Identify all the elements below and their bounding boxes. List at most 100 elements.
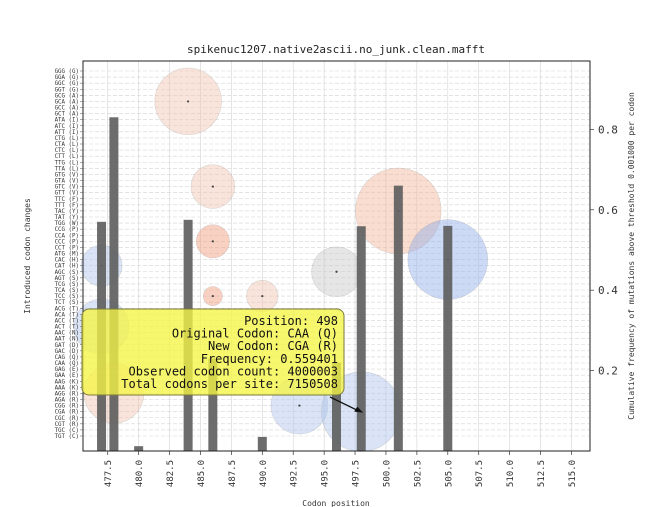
codon-tick-label: CAT (H) [55,264,79,270]
tooltip-arrow [329,396,361,413]
codon-tick-label: GAA (E) [55,373,79,379]
codon-tick-label: GTT (V) [55,191,79,197]
codon-tick-label: GAG (E) [55,367,79,373]
codon-tick-label: TCA (S) [55,288,79,294]
codon-tick-label: GTC (V) [55,185,79,191]
codon-tick-label: CGA (R) [55,410,79,416]
right-tick-label: 0.2 [598,365,618,378]
bubble-center-dot [211,240,214,243]
codon-tick-label: ACG (T) [55,306,79,312]
bubble-center-dot [335,270,338,273]
codon-axis-ticks: GGG (G)GGA (G)GGC (G)GGT (G)GCG (A)GCA (… [55,69,83,440]
frequency-bar[interactable] [109,117,119,451]
x-tick-label: 480.0 [135,460,145,487]
bubble-center-dot [211,185,214,188]
codon-tick-label: AGG (R) [55,391,79,397]
codon-tick-label: AAG (K) [55,379,79,385]
codon-tick-label: CAA (Q) [55,361,79,367]
x-tick-label: 485.0 [197,460,207,487]
x-tick-label: 507.5 [475,460,485,487]
x-axis-ticks: 477.5 480.0 482.5 485.0 487.5 490.0 492.5 495.0… [104,451,578,487]
x-tick-label: 477.5 [104,460,114,487]
codon-tick-label: AGA (R) [55,398,79,404]
codon-tick-label: GAC (D) [55,349,79,355]
codon-tick-label: CTC (L) [55,148,79,154]
frequency-bar[interactable] [393,185,403,452]
codon-tick-label: GGG (G) [55,69,79,75]
codon-tick-label: TGC (C) [55,428,79,434]
codon-tick-label: GGC (G) [55,81,79,87]
codon-tick-label: AAC (N) [55,331,79,337]
codon-tick-label: TTA (L) [55,166,79,172]
codon-tick-label: TTG (L) [55,160,79,166]
chart-title: spikenuc1207.native2ascii.no_junk.clean.… [187,43,485,56]
codon-tick-label: GAT (D) [55,343,79,349]
codon-tick-label: CAG (Q) [55,355,79,361]
codon-tick-label: CCT (P) [55,245,79,251]
x-tick-label: 510.0 [506,460,516,487]
x-tick-label: 492.5 [290,460,300,487]
codon-tick-label: ACT (T) [55,325,79,331]
x-tick-label: 495.0 [321,460,331,487]
right-tick-label: 0.4 [598,284,618,297]
codon-tick-label: TCT (S) [55,300,79,306]
x-axis-label: Codon position [302,499,370,507]
y-axis-label: Introduced codon changes [23,198,32,314]
codon-tick-label: TAC (Y) [55,209,79,215]
tooltip-line: Observed codon count: 4000003 [128,364,338,378]
codon-tick-label: GCA (A) [55,99,79,105]
codon-tick-label: TGT (C) [55,434,79,440]
x-tick-label: 512.5 [537,460,547,487]
codon-tick-label: ACA (T) [55,312,79,318]
right-tick-label: 0.6 [598,204,618,217]
codon-tick-label: AAA (K) [55,385,79,391]
codon-tick-label: TCG (S) [55,282,79,288]
frequency-bar[interactable] [332,362,341,451]
codon-tick-label: ATA (I) [55,118,79,124]
frequency-bar[interactable] [208,358,218,451]
codon-tick-label: GGA (G) [55,75,79,81]
codon-tick-label: TTT (F) [55,203,79,209]
plot-frame [82,60,591,452]
bubble-center-dot [211,294,214,298]
x-tick-label: 500.0 [382,460,392,487]
codon-tick-label: ATT (I) [55,130,79,136]
codon-tick-label: GCT (A) [55,112,79,118]
codon-tick-label: TAT (Y) [55,215,79,221]
tooltip-line: New Codon: CGA (R) [208,339,338,353]
x-tick-label: 490.0 [259,460,269,487]
right-axis-label: Cumulative frequency of mutations above … [627,92,636,420]
x-tick-label: 505.0 [444,460,454,487]
frequency-bar[interactable] [443,225,453,451]
codon-tick-label: GCC (A) [55,106,79,112]
frequency-bar[interactable] [257,436,267,451]
codon-tick-label: ATC (I) [55,124,79,130]
codon-tick-label: CCG (P) [55,227,79,233]
bubble-center-dot [298,404,301,407]
codon-tick-label: CGC (R) [55,416,79,422]
codon-tick-label: TTC (F) [55,197,79,203]
bubble-center-dot [261,294,264,298]
tooltip-box [81,308,345,396]
grid-lines [83,61,590,451]
codon-tick-label: ACC (T) [55,318,79,324]
codon-tick-label: CCA (P) [55,233,79,239]
codon-tick-label: GTA (V) [55,179,79,185]
codon-tick-label: GCG (A) [55,93,79,99]
codon-tick-label: AGC (S) [55,270,79,276]
codon-tick-label: CGG (R) [55,404,79,410]
x-tick-label: 497.5 [352,460,362,487]
codon-tick-label: CTT (L) [55,154,79,160]
bubble-center-dot [187,100,190,103]
codon-tick-label: AAT (N) [55,337,79,343]
codon-tick-label: AGT (S) [55,276,79,282]
tooltip-line: Total codons per site: 7150508 [121,377,338,391]
x-tick-label: 482.5 [166,460,176,487]
tooltip-arrowhead [354,406,364,413]
codon-tick-label: CCC (P) [55,239,79,245]
frequency-bar[interactable] [134,446,144,451]
right-axis-ticks: 0.2 0.4 0.6 0.8 [590,123,618,378]
codon-tick-label: GGT (G) [55,87,79,93]
frequency-bar[interactable] [356,226,366,451]
